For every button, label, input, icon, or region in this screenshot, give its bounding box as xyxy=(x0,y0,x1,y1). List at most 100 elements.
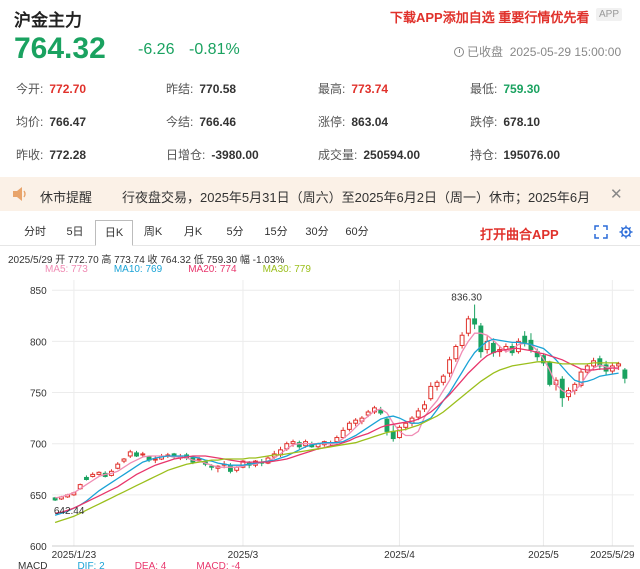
ma-legend: MA5: 773 MA10: 769 MA20: 774 MA30: 779 xyxy=(45,264,337,275)
closure-notice: 休市提醒 行夜盘交易，2025年5月31日（周六）至2025年6月2日（周一）休… xyxy=(0,177,640,211)
candle-body xyxy=(403,422,409,428)
clock-icon xyxy=(454,47,464,57)
ma-line xyxy=(54,338,619,516)
stat-label: 日增仓: xyxy=(166,148,206,162)
stat-item: 昨收: 772.28 xyxy=(16,146,86,163)
stats-grid: 今开: 772.70 昨结: 770.58 最高: 773.74 最低: 759.30 均价: 7… xyxy=(16,80,626,179)
candle-body xyxy=(227,464,233,472)
stat-item: 涨停: 863.04 xyxy=(318,113,388,130)
candle-body xyxy=(622,369,628,379)
stat-label: 持仓: xyxy=(470,148,498,162)
macd-label: DIF: 2 xyxy=(77,561,105,569)
y-tick-label: 600 xyxy=(30,542,47,553)
tab-period[interactable]: 5分 xyxy=(226,226,244,238)
candle-body xyxy=(152,458,158,461)
tab-period[interactable]: 月K xyxy=(183,226,203,238)
ma-line xyxy=(54,361,619,524)
open-app-link[interactable]: 打开曲合APP xyxy=(480,227,559,242)
stat-label: 跌停: xyxy=(470,115,498,129)
candle-body xyxy=(422,404,427,410)
candle-body xyxy=(353,419,359,424)
tab-period[interactable]: 周K xyxy=(143,226,163,238)
y-tick-label: 700 xyxy=(30,440,47,451)
stats-row: 昨收: 772.28 日增仓: -3980.00 成交量: 250594.00 持仓: 195… xyxy=(16,146,626,179)
stat-item: 持仓: 195076.00 xyxy=(470,146,560,163)
tab-period[interactable]: 5日 xyxy=(66,226,84,238)
candle-body xyxy=(121,458,127,462)
ma-line xyxy=(54,347,619,514)
stat-label: 今开: xyxy=(16,82,44,96)
price-change: -6.26 xyxy=(138,41,175,58)
stat-label: 最高: xyxy=(318,82,346,96)
min-price-label: 642.44 xyxy=(54,506,85,517)
stat-item: 均价: 766.47 xyxy=(16,113,86,130)
tab-period[interactable]: 60分 xyxy=(345,226,369,238)
stat-value: 773.74 xyxy=(351,82,389,96)
settings-icon[interactable] xyxy=(619,225,633,239)
stat-label: 成交量: xyxy=(318,148,358,162)
candle-body xyxy=(447,359,453,374)
candle-body xyxy=(134,452,139,457)
stats-row: 均价: 766.47 今结: 766.46 涨停: 863.04 跌停: 678.10 xyxy=(16,113,626,146)
market-status: 已收盘 2025-05-29 15:00:00 xyxy=(454,43,621,60)
stat-value: 759.30 xyxy=(503,82,541,96)
stat-value: 250594.00 xyxy=(363,148,421,162)
stat-value: 195076.00 xyxy=(503,148,561,162)
candle-body xyxy=(465,318,471,334)
price-change-pct: -0.81% xyxy=(189,41,240,58)
ma-label: MA10: 769 xyxy=(113,264,163,275)
tab-period[interactable]: 分时 xyxy=(24,226,46,238)
stat-label: 涨停: xyxy=(318,115,346,129)
stat-value: 772.70 xyxy=(49,82,87,96)
candle-body xyxy=(584,365,590,373)
x-tick-label: 2025/1/23 xyxy=(52,550,97,560)
candle-body xyxy=(240,460,246,468)
candle-body xyxy=(616,363,622,367)
x-tick-label: 2025/3 xyxy=(228,550,259,560)
y-tick-label: 750 xyxy=(30,389,47,400)
stat-value: 770.58 xyxy=(199,82,237,96)
candlestick-chart[interactable]: 600 650 700 750 800 850 2025/1/23 2025/3 2025/4 2… xyxy=(0,270,640,560)
stats-row: 今开: 772.70 昨结: 770.58 最高: 773.74 最低: 759.30 xyxy=(16,80,626,113)
candle-body xyxy=(96,471,102,475)
close-icon[interactable]: ✕ xyxy=(610,186,623,203)
candle-body xyxy=(378,409,384,414)
y-tick-label: 800 xyxy=(30,337,47,348)
candle-body xyxy=(334,437,340,443)
stat-item: 昨结: 770.58 xyxy=(166,80,236,97)
period-tabs: 打开曲合APP 分时 5日 日K 周K 月K 5分 15分 30分 60分 xyxy=(0,220,640,246)
ma-label: MA20: 774 xyxy=(188,264,237,275)
stat-value: 678.10 xyxy=(503,115,541,129)
candle-body xyxy=(522,335,528,343)
top-bar: 沪金主力 下载APP添加自选 重要行情优先看 APP xyxy=(0,0,640,30)
stat-item: 今开: 772.70 xyxy=(16,80,86,97)
max-price-label: 836.30 xyxy=(451,293,482,304)
fullscreen-icon[interactable] xyxy=(594,225,608,239)
stat-value: 772.28 xyxy=(49,148,87,162)
tab-period[interactable]: 日K xyxy=(95,220,133,246)
tab-period[interactable]: 15分 xyxy=(264,226,288,238)
stat-label: 昨收: xyxy=(16,148,44,162)
candle-body xyxy=(365,411,371,416)
candle-body xyxy=(115,463,121,469)
ohlc-summary: 2025/5/29 开 772.70 高 773.74 收 764.32 低 7… xyxy=(8,255,285,266)
stat-label: 最低: xyxy=(470,82,498,96)
y-tick-label: 650 xyxy=(30,491,47,502)
macd-label: MACD xyxy=(18,561,48,569)
download-app-link[interactable]: 下载APP添加自选 重要行情优先看 xyxy=(390,10,590,25)
page-title: 沪金主力 xyxy=(14,11,82,30)
candle-body xyxy=(127,451,133,457)
stat-item: 最高: 773.74 xyxy=(318,80,388,97)
macd-legend: MACD DIF: 2 DEA: 4 MACD: -4 xyxy=(18,561,270,569)
candle-body xyxy=(459,334,465,346)
candle-body xyxy=(296,442,302,448)
x-tick-label: 2025/5 xyxy=(528,550,559,560)
x-tick-label: 2025/5/29 xyxy=(590,550,635,560)
tab-period[interactable]: 30分 xyxy=(305,226,329,238)
candle-body xyxy=(428,385,434,400)
stat-item: 成交量: 250594.00 xyxy=(318,146,420,163)
macd-label: DEA: 4 xyxy=(134,561,167,569)
candle-body xyxy=(209,465,215,468)
app-badge[interactable]: APP xyxy=(596,8,623,21)
stat-item: 日增仓: -3980.00 xyxy=(166,146,259,163)
